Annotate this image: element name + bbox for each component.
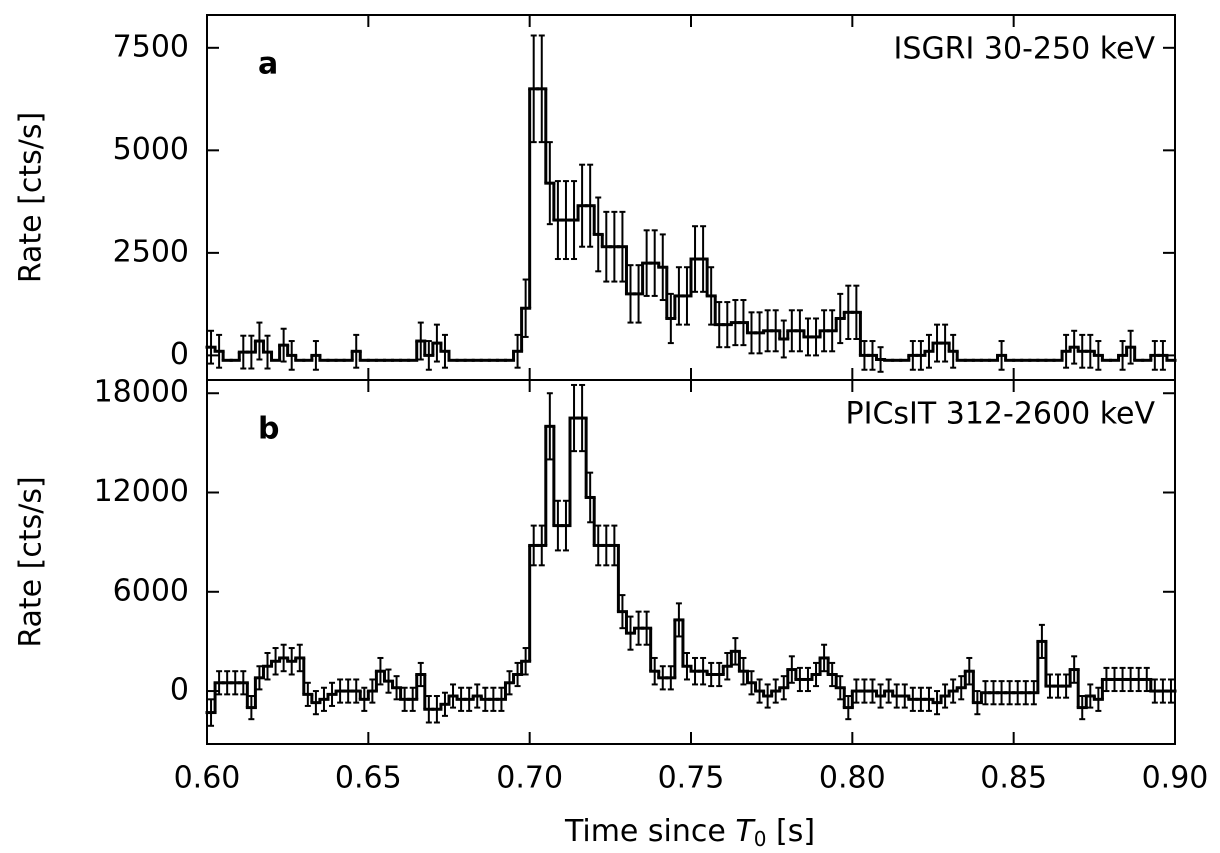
y-tick-label: 7500 bbox=[113, 29, 189, 64]
annotation: PICsIT 312-2600 keV bbox=[846, 397, 1156, 432]
plot-frame bbox=[206, 14, 1176, 381]
x-tick-label: 0.65 bbox=[335, 761, 402, 796]
x-label-symbol: T bbox=[735, 814, 756, 849]
annotation: ISGRI 30-250 keV bbox=[894, 32, 1156, 67]
y-tick-label: 5000 bbox=[113, 132, 189, 167]
x-tick-label: 0.90 bbox=[1142, 761, 1209, 796]
x-label-subscript: 0 bbox=[754, 827, 767, 851]
x-tick-label: 0.75 bbox=[658, 761, 725, 796]
x-label-suffix: [s] bbox=[766, 814, 815, 849]
y-tick-label: 18000 bbox=[94, 375, 189, 410]
y-tick-label: 6000 bbox=[113, 573, 189, 608]
y-tick-label: 0 bbox=[170, 673, 189, 708]
plot-frame bbox=[206, 379, 1176, 745]
y-axis-label: Rate [cts/s] bbox=[14, 476, 49, 647]
x-tick-label: 0.80 bbox=[819, 761, 886, 796]
panel-label: a bbox=[258, 47, 278, 82]
x-tick-label: 0.60 bbox=[174, 761, 241, 796]
panel-label: b bbox=[258, 412, 279, 447]
y-tick-label: 2500 bbox=[113, 234, 189, 269]
x-label-prefix: Time since bbox=[564, 814, 735, 849]
y-axis-label: Rate [cts/s] bbox=[14, 112, 49, 283]
x-tick-label: 0.70 bbox=[496, 761, 563, 796]
y-tick-label: 0 bbox=[170, 337, 189, 372]
y-tick-label: 12000 bbox=[94, 474, 189, 509]
x-axis-label: Time since T0 [s] bbox=[564, 814, 815, 851]
x-tick-label: 0.85 bbox=[980, 761, 1047, 796]
